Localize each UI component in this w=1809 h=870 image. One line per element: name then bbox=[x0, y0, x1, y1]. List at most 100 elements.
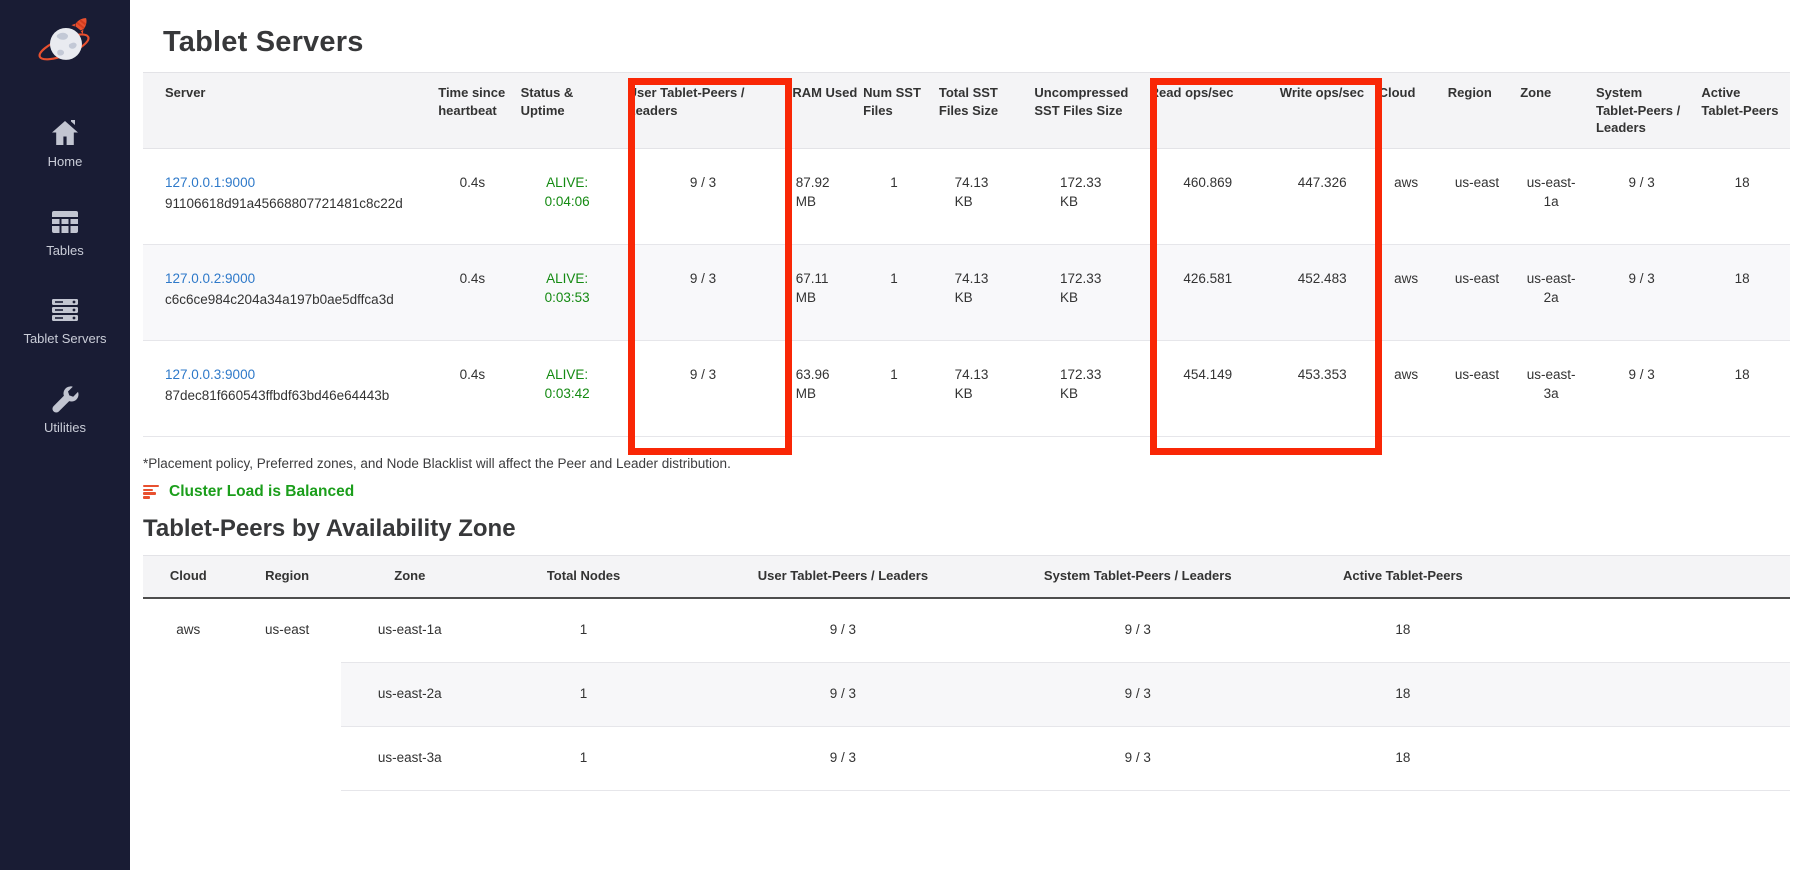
sidebar-item-tablet-servers[interactable]: Tablet Servers bbox=[23, 294, 107, 347]
server-cell: 127.0.0.3:9000 87dec81f660543ffbdf63bd46… bbox=[143, 340, 432, 438]
cloud-cell: aws bbox=[143, 597, 234, 791]
page-title: Tablet Servers bbox=[163, 26, 364, 58]
total-nodes-cell: 1 bbox=[478, 597, 689, 663]
table-row: aws us-east us-east-1a 1 9 / 3 9 / 3 18 bbox=[143, 597, 1790, 791]
read-ops-cell: 454.149 bbox=[1142, 340, 1273, 438]
num-sst-cell: 1 bbox=[856, 244, 932, 341]
table-header-row: Server Time since heartbeat Status & Upt… bbox=[143, 72, 1790, 149]
region-cell: us-east bbox=[1440, 340, 1514, 438]
col-header-ram: RAM Used bbox=[785, 72, 857, 149]
col-header-num-sst: Num SST Files bbox=[856, 72, 932, 149]
total-sst-cell: 74.13 KB bbox=[931, 148, 1028, 245]
zone-cell: us-east-2a bbox=[1513, 244, 1589, 341]
sidebar-item-utilities[interactable]: Utilities bbox=[44, 383, 86, 436]
table-row: 127.0.0.2:9000 c6c6ce984c204a34a197b0ae5… bbox=[143, 244, 1790, 341]
write-ops-cell: 452.483 bbox=[1272, 244, 1372, 341]
tables-icon bbox=[49, 206, 81, 238]
uptime-value: 0:03:42 bbox=[544, 386, 590, 402]
table-row: us-east-2a 1 9 / 3 9 / 3 18 bbox=[143, 662, 1790, 727]
az-section-title: Tablet-Peers by Availability Zone bbox=[143, 515, 516, 543]
system-peers-cell: 9 / 3 bbox=[997, 726, 1278, 791]
table-header-row: Cloud Region Zone Total Nodes User Table… bbox=[143, 555, 1790, 599]
sidebar-item-label: Tablet Servers bbox=[23, 331, 107, 347]
uncompressed-sst-cell: 172.33 KB bbox=[1027, 340, 1143, 438]
region-cell: us-east bbox=[1440, 148, 1514, 245]
write-ops-cell: 453.353 bbox=[1272, 340, 1372, 438]
col-header-server: Server bbox=[143, 72, 432, 149]
filler-cell bbox=[1528, 726, 1790, 791]
tablet-servers-icon bbox=[49, 294, 81, 326]
table-row: 127.0.0.3:9000 87dec81f660543ffbdf63bd46… bbox=[143, 340, 1790, 438]
col-header-total-sst: Total SST Files Size bbox=[931, 72, 1028, 149]
cluster-load-balanced-label: Cluster Load is Balanced bbox=[169, 483, 355, 501]
write-ops-cell: 447.326 bbox=[1272, 148, 1372, 245]
status-cell: ALIVE: 0:03:42 bbox=[513, 340, 621, 438]
status-label: ALIVE: bbox=[546, 366, 589, 382]
zone-cell: us-east-1a bbox=[1513, 148, 1589, 245]
server-uuid: c6c6ce984c204a34a197b0ae5dffca3d bbox=[165, 292, 394, 308]
cloud-cell: aws bbox=[1371, 244, 1441, 341]
col-header-write-ops: Write ops/sec bbox=[1272, 72, 1372, 149]
num-sst-cell: 1 bbox=[856, 340, 932, 438]
status-cell: ALIVE: 0:04:06 bbox=[513, 148, 621, 245]
server-cell: 127.0.0.2:9000 c6c6ce984c204a34a197b0ae5… bbox=[143, 244, 432, 341]
status-label: ALIVE: bbox=[546, 270, 589, 286]
total-nodes-cell: 1 bbox=[478, 662, 689, 727]
system-peers-cell: 9 / 3 bbox=[997, 662, 1278, 727]
system-peers-cell: 9 / 3 bbox=[1588, 244, 1695, 341]
sidebar-item-tables[interactable]: Tables bbox=[46, 206, 84, 259]
col-header-status-uptime: Status & Uptime bbox=[513, 72, 621, 149]
server-link[interactable]: 127.0.0.2:9000 bbox=[165, 270, 256, 286]
status-cell: ALIVE: 0:03:53 bbox=[513, 244, 621, 341]
sidebar: Home Tables bbox=[0, 0, 130, 870]
total-nodes-cell: 1 bbox=[478, 726, 689, 791]
zone-cell: us-east-3a bbox=[1513, 340, 1589, 438]
col-header-active-peers: Active Tablet-Peers bbox=[1694, 72, 1790, 149]
ram-used-cell: 67.11 MB bbox=[785, 244, 857, 341]
col-header-cloud: Cloud bbox=[1371, 72, 1441, 149]
read-ops-cell: 426.581 bbox=[1142, 244, 1273, 341]
total-sst-cell: 74.13 KB bbox=[931, 244, 1028, 341]
user-peers-cell: 9 / 3 bbox=[688, 597, 998, 663]
col-header-cloud: Cloud bbox=[143, 555, 234, 599]
col-header-region: Region bbox=[233, 555, 341, 599]
sidebar-item-label: Utilities bbox=[44, 419, 86, 435]
col-header-user-peers: User Tablet-Peers / Leaders bbox=[688, 555, 998, 599]
col-header-read-ops: Read ops/sec bbox=[1142, 72, 1273, 149]
col-header-heartbeat: Time since heartbeat bbox=[431, 72, 514, 149]
az-table: Cloud Region Zone Total Nodes User Table… bbox=[143, 555, 1790, 791]
user-peers-cell: 9 / 3 bbox=[620, 148, 786, 245]
active-peers-cell: 18 bbox=[1694, 244, 1790, 341]
server-link[interactable]: 127.0.0.3:9000 bbox=[165, 366, 256, 382]
user-peers-cell: 9 / 3 bbox=[688, 662, 998, 727]
heartbeat-cell: 0.4s bbox=[431, 244, 514, 341]
home-icon bbox=[49, 117, 81, 149]
filler-cell bbox=[1528, 597, 1790, 663]
system-peers-cell: 9 / 3 bbox=[997, 597, 1278, 663]
cloud-cell: aws bbox=[1371, 148, 1441, 245]
heartbeat-cell: 0.4s bbox=[431, 340, 514, 438]
read-ops-cell: 460.869 bbox=[1142, 148, 1273, 245]
active-peers-cell: 18 bbox=[1277, 726, 1529, 791]
cluster-load-status: Cluster Load is Balanced bbox=[143, 483, 1790, 501]
cloud-cell: aws bbox=[1371, 340, 1441, 438]
col-header-region: Region bbox=[1440, 72, 1514, 149]
system-peers-cell: 9 / 3 bbox=[1588, 340, 1695, 438]
yugabyte-logo[interactable] bbox=[34, 14, 96, 75]
col-header-filler bbox=[1528, 555, 1790, 599]
system-peers-cell: 9 / 3 bbox=[1588, 148, 1695, 245]
col-header-system-peers: System Tablet-Peers / Leaders bbox=[997, 555, 1278, 599]
zone-cell: us-east-2a bbox=[340, 662, 479, 727]
user-peers-cell: 9 / 3 bbox=[688, 726, 998, 791]
server-cell: 127.0.0.1:9000 91106618d91a4566880772148… bbox=[143, 148, 432, 245]
user-peers-cell: 9 / 3 bbox=[620, 244, 786, 341]
server-link[interactable]: 127.0.0.1:9000 bbox=[165, 174, 256, 190]
col-header-zone: Zone bbox=[1513, 72, 1589, 149]
utilities-icon bbox=[49, 383, 81, 415]
active-peers-cell: 18 bbox=[1277, 662, 1529, 727]
col-header-total-nodes: Total Nodes bbox=[478, 555, 689, 599]
uptime-value: 0:03:53 bbox=[544, 290, 590, 306]
ram-used-cell: 87.92 MB bbox=[785, 148, 857, 245]
sidebar-item-home[interactable]: Home bbox=[48, 117, 82, 170]
